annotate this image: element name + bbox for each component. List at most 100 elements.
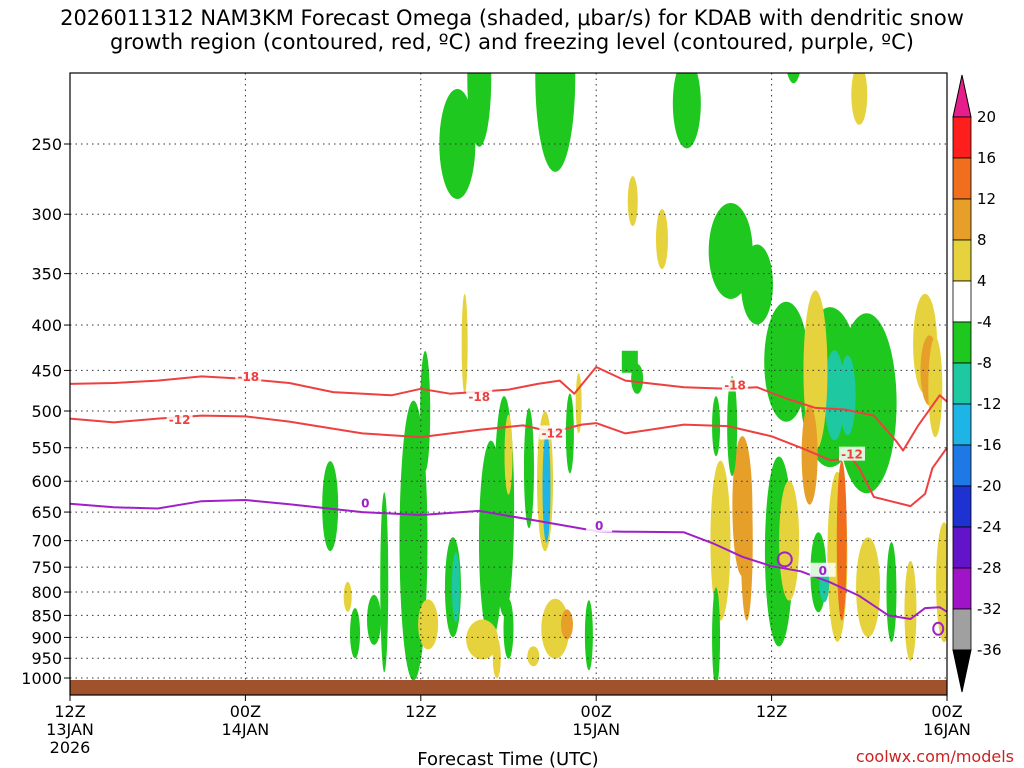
contour-label-bg xyxy=(235,369,262,384)
colorbar-bottom-arrow xyxy=(952,649,972,693)
colorbar-swatch xyxy=(952,526,972,569)
colorbar-swatch xyxy=(952,198,972,241)
omega-region xyxy=(322,461,339,552)
colorbar-label: -32 xyxy=(977,600,1002,618)
omega-region xyxy=(439,89,476,199)
x-tick-label: 12Z xyxy=(54,702,85,721)
plot-frame xyxy=(69,72,948,696)
omega-region xyxy=(801,404,818,505)
colorbar-swatch xyxy=(952,362,972,405)
site-credit: coolwx.com/models xyxy=(855,747,1014,766)
omega-region xyxy=(740,244,773,325)
y-tick-label: 700 xyxy=(31,532,62,551)
omega-region xyxy=(367,594,382,645)
colorbar-label: -28 xyxy=(977,559,1002,577)
y-tick-labels: 250 300 350 400 450 500 550 600 650 700 750 800 850 9… xyxy=(21,135,62,688)
omega-region xyxy=(787,73,800,84)
omega-region xyxy=(655,209,668,270)
omega-region xyxy=(542,432,551,543)
contour-lines: -18 -18 -18 -12 -12 -12 0 0 0 xyxy=(69,366,948,636)
colorbar-swatch xyxy=(952,403,972,446)
contour-line-minus12 xyxy=(69,414,948,508)
colorbar-label: 4 xyxy=(977,272,987,290)
y-tick-label: 650 xyxy=(31,503,62,522)
omega-region xyxy=(535,73,576,172)
omega-region xyxy=(886,542,897,643)
y-tick-label: 500 xyxy=(31,402,62,421)
title-line-1: 2026011312 NAM3KM Forecast Omega (shaded… xyxy=(60,6,964,30)
colorbar-label: -4 xyxy=(977,313,992,331)
colorbar-label: 20 xyxy=(977,108,996,126)
omega-region xyxy=(560,609,573,640)
omega-region xyxy=(851,73,868,125)
contour-line-0-loop xyxy=(776,551,793,568)
contour-label: 0 xyxy=(361,497,369,511)
colorbar-label: 8 xyxy=(977,231,987,249)
omega-region xyxy=(824,350,845,441)
contour-label-bg xyxy=(722,377,749,392)
x-tick-label: 14JAN xyxy=(222,720,270,739)
colorbar-label: -8 xyxy=(977,354,992,372)
colorbar-swatch xyxy=(952,239,972,282)
x-tick-label: 00Z xyxy=(931,702,962,721)
omega-region xyxy=(565,393,574,474)
x-tick-label: 12Z xyxy=(756,702,787,721)
colorbar-top-arrow xyxy=(952,74,972,118)
x-tick-label: 15JAN xyxy=(572,720,620,739)
colorbar-swatch xyxy=(952,444,972,487)
contour-label-bg xyxy=(838,446,865,461)
omega-region xyxy=(928,337,943,438)
y-tick-label: 450 xyxy=(31,361,62,380)
colorbar-swatch xyxy=(952,608,972,651)
contour-label: -18 xyxy=(468,390,490,404)
omega-region xyxy=(451,552,460,623)
y-tick-label: 400 xyxy=(31,316,62,335)
contour-label-bg xyxy=(539,425,566,440)
y-tick-label: 600 xyxy=(31,472,62,491)
x-tick-label: 00Z xyxy=(230,702,261,721)
colorbar-swatch xyxy=(952,321,972,364)
omega-region xyxy=(343,581,352,612)
omega-region xyxy=(541,598,570,659)
contour-label: 0 xyxy=(595,519,603,533)
x-tick-label: 12Z xyxy=(405,702,436,721)
omega-region xyxy=(584,600,593,671)
omega-region xyxy=(621,350,638,373)
contour-label-bg xyxy=(809,562,836,577)
omega-region xyxy=(381,565,388,590)
y-tick-label: 300 xyxy=(31,205,62,224)
contour-label-bg xyxy=(166,412,193,427)
colorbar-swatch xyxy=(952,116,972,159)
y-tick-label: 900 xyxy=(31,628,62,647)
colorbar-label: -20 xyxy=(977,477,1002,495)
colorbar: 20 16 12 8 4 -4 -8 -12 -16 -20 -24 -28 -32 -36 xyxy=(952,74,1002,693)
omega-region xyxy=(627,176,638,227)
colorbar-swatch xyxy=(952,485,972,528)
colorbar-swatch xyxy=(952,280,972,323)
colorbar-label: -16 xyxy=(977,436,1002,454)
colorbar-label: 16 xyxy=(977,149,996,167)
contour-label: -18 xyxy=(237,370,259,384)
contour-line-0 xyxy=(69,499,948,620)
omega-region xyxy=(523,408,534,529)
x-tick-label: 00Z xyxy=(581,702,612,721)
contour-label-bg xyxy=(586,518,613,533)
x-tick-label: 2026 xyxy=(50,738,91,757)
omega-region xyxy=(466,619,499,660)
omega-region xyxy=(527,646,540,667)
colorbar-label: -36 xyxy=(977,641,1002,659)
terrain-band xyxy=(70,680,947,695)
colorbar-swatch xyxy=(952,567,972,610)
contour-label: -12 xyxy=(841,448,863,462)
omega-region xyxy=(420,351,431,471)
colorbar-label: -12 xyxy=(977,395,1002,413)
omega-region xyxy=(904,560,917,661)
contour-label: -18 xyxy=(724,379,746,393)
omega-shaded-field xyxy=(322,73,947,688)
y-tick-label: 1000 xyxy=(21,669,62,688)
colorbar-label: 12 xyxy=(977,190,996,208)
omega-region xyxy=(712,587,721,688)
colorbar-swatch xyxy=(952,157,972,200)
